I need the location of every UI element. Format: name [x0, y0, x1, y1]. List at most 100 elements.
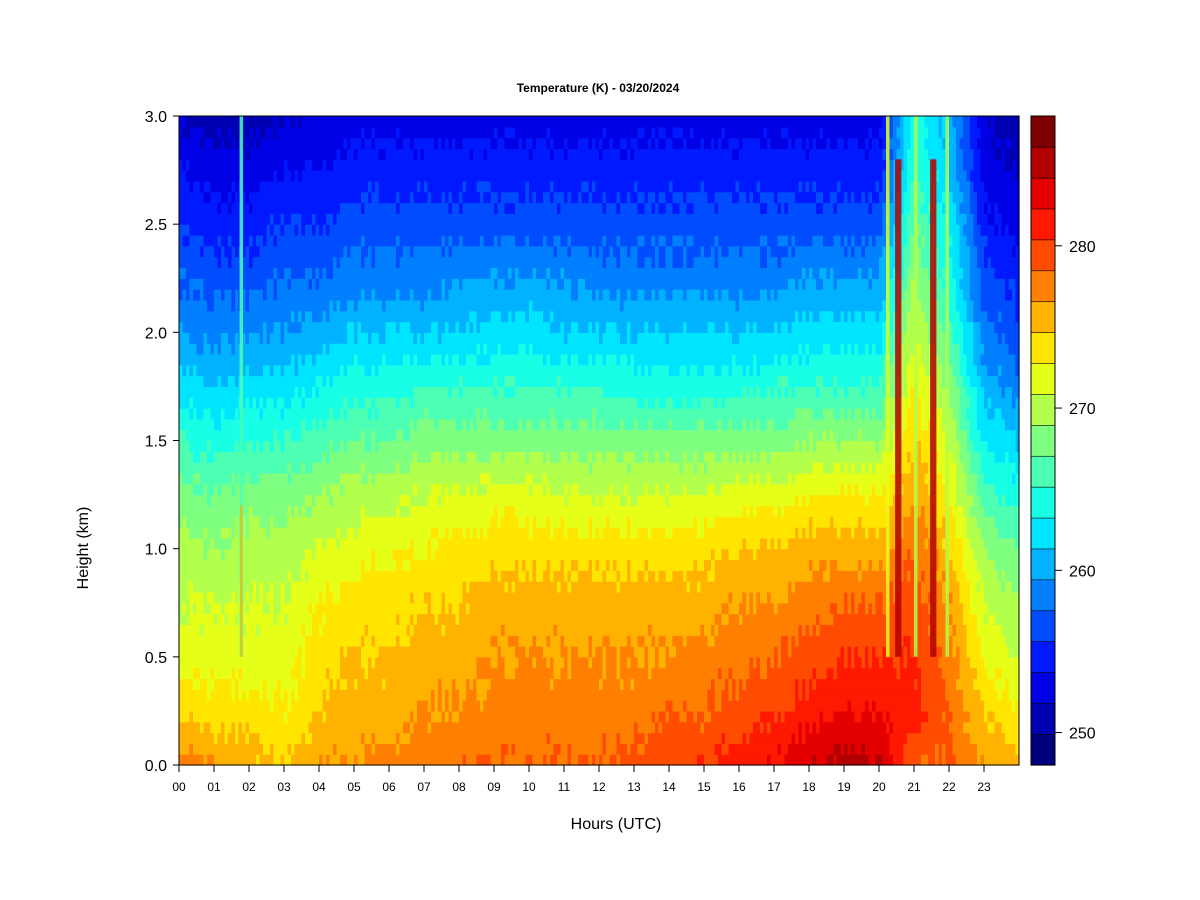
heatmap-cell: [319, 213, 324, 225]
heatmap-cell: [301, 408, 306, 420]
heatmap-cell: [448, 386, 453, 398]
heatmap-cell: [455, 451, 460, 463]
heatmap-cell: [280, 332, 285, 344]
heatmap-cell: [375, 559, 380, 571]
heatmap-cell: [228, 418, 233, 431]
heatmap-cell: [273, 732, 278, 744]
heatmap-cell: [329, 397, 334, 409]
heatmap-cell: [336, 278, 341, 290]
heatmap-cell: [242, 321, 247, 333]
heatmap-cell: [448, 159, 453, 171]
heatmap-cell: [224, 732, 229, 744]
heatmap-cell: [203, 364, 208, 377]
heatmap-cell: [417, 537, 422, 550]
heatmap-cell: [235, 245, 240, 258]
heatmap-cell: [396, 343, 401, 355]
heatmap-cell: [312, 743, 317, 755]
heatmap-cell: [385, 343, 390, 355]
heatmap-cell: [371, 678, 376, 690]
heatmap-cell: [196, 256, 201, 269]
heatmap-cell: [354, 527, 359, 539]
heatmap-cell: [217, 451, 222, 463]
heatmap-cell: [357, 710, 362, 723]
heatmap-cell: [266, 116, 271, 128]
heatmap-cell: [287, 721, 292, 734]
heatmap-cell: [431, 137, 436, 150]
heatmap-cell: [245, 116, 250, 128]
heatmap-cell: [287, 548, 292, 561]
heatmap-cell: [319, 613, 324, 625]
heatmap-cell: [242, 148, 247, 160]
heatmap-cell: [259, 364, 264, 377]
heatmap-cell: [392, 754, 397, 766]
heatmap-cell: [256, 180, 261, 193]
heatmap-cell: [424, 754, 429, 766]
heatmap-cell: [210, 754, 215, 766]
heatmap-cell: [270, 418, 275, 431]
heatmap-cell: [445, 721, 450, 734]
heatmap-cell: [368, 116, 373, 128]
heatmap-cell: [368, 743, 373, 755]
heatmap-cell: [417, 180, 422, 193]
heatmap-cell: [287, 559, 292, 571]
heatmap-cell: [385, 570, 390, 582]
heatmap-cell: [322, 505, 327, 517]
heatmap-cell: [200, 483, 205, 496]
heatmap-cell: [455, 700, 460, 712]
heatmap-cell: [245, 310, 250, 323]
heatmap-cell: [193, 743, 198, 755]
heatmap-cell: [322, 689, 327, 701]
heatmap-cell: [333, 689, 338, 701]
heatmap-cell: [224, 516, 229, 528]
heatmap-cell: [287, 537, 292, 550]
heatmap-cell: [284, 191, 289, 204]
heatmap-cell: [305, 397, 310, 409]
heatmap-cell: [427, 191, 432, 204]
heatmap-cell: [382, 667, 387, 680]
heatmap-cell: [284, 646, 289, 658]
heatmap-cell: [245, 451, 250, 463]
heatmap-cell: [392, 624, 397, 636]
heatmap-cell: [294, 148, 299, 160]
heatmap-cell: [312, 278, 317, 290]
heatmap-cell: [445, 710, 450, 723]
heatmap-cell: [347, 646, 352, 658]
heatmap-cell: [434, 710, 439, 723]
heatmap-cell: [224, 624, 229, 636]
heatmap-cell: [298, 289, 303, 301]
heatmap-cell: [207, 278, 212, 290]
heatmap-cell: [420, 256, 425, 269]
heatmap-cell: [350, 689, 355, 701]
heatmap-cell: [403, 245, 408, 258]
heatmap-cell: [392, 667, 397, 680]
heatmap-cell: [452, 613, 457, 625]
heatmap-cell: [389, 332, 394, 344]
heatmap-cell: [242, 624, 247, 636]
heatmap-cell: [375, 591, 380, 604]
heatmap-cell: [189, 245, 194, 258]
heatmap-cell: [182, 386, 187, 398]
heatmap-cell: [410, 494, 415, 506]
heatmap-cell: [270, 159, 275, 171]
heatmap-cell: [315, 754, 320, 766]
heatmap-cell: [294, 159, 299, 171]
heatmap-cell: [371, 451, 376, 463]
heatmap-cell: [434, 234, 439, 247]
heatmap-cell: [427, 170, 432, 182]
heatmap-cell: [420, 148, 425, 160]
heatmap-cell: [361, 721, 366, 734]
heatmap-cell: [298, 116, 303, 128]
heatmap-cell: [466, 256, 471, 269]
heatmap-cell: [329, 516, 334, 528]
heatmap-cell: [364, 299, 369, 312]
heatmap-cell: [361, 451, 366, 463]
heatmap-cell: [368, 159, 373, 171]
heatmap-cell: [452, 624, 457, 636]
heatmap-cell: [217, 126, 222, 139]
heatmap-cell: [287, 375, 292, 388]
heatmap-cell: [410, 234, 415, 247]
heatmap-cell: [259, 581, 264, 593]
heatmap-cell: [427, 570, 432, 582]
heatmap-cell: [347, 624, 352, 636]
heatmap-cell: [242, 397, 247, 409]
